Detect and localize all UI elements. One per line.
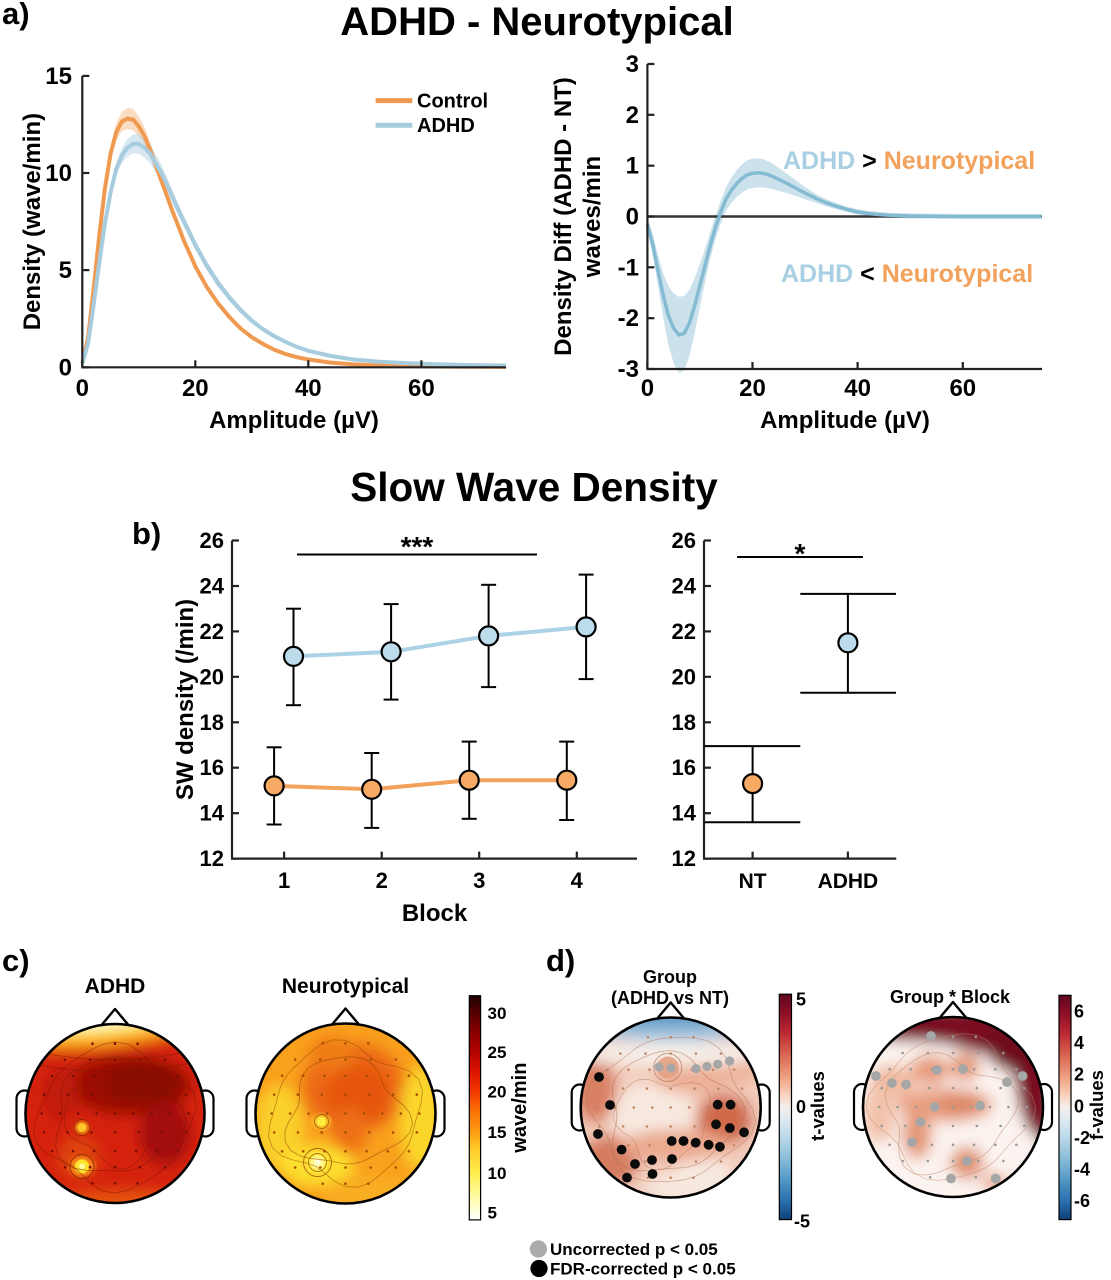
svg-text:*: * (795, 538, 806, 569)
svg-text:26: 26 (672, 528, 696, 553)
svg-text:6: 6 (1074, 1002, 1084, 1022)
svg-text:10: 10 (45, 160, 72, 187)
svg-text:12: 12 (200, 846, 224, 871)
svg-text:ADHD > Neurotypical: ADHD > Neurotypical (783, 147, 1035, 175)
svg-text:0: 0 (641, 375, 654, 402)
svg-text:waves/min: waves/min (579, 156, 606, 278)
svg-text:2: 2 (1074, 1065, 1084, 1085)
svg-text:t-values: t-values (807, 1071, 828, 1141)
svg-text:1: 1 (626, 153, 639, 180)
svg-text:Group * Block: Group * Block (890, 987, 1011, 1007)
svg-text:25: 25 (488, 1043, 507, 1062)
svg-text:15: 15 (488, 1123, 507, 1142)
svg-text:26: 26 (200, 528, 224, 553)
svg-text:-1: -1 (618, 254, 639, 281)
svg-text:0: 0 (626, 204, 639, 231)
svg-text:2: 2 (626, 102, 639, 129)
svg-text:18: 18 (672, 710, 696, 735)
svg-text:Block: Block (402, 900, 468, 927)
svg-text:-3: -3 (618, 356, 639, 383)
svg-text:-6: -6 (1074, 1191, 1090, 1211)
svg-text:a): a) (2, 0, 30, 31)
svg-text:0: 0 (1074, 1096, 1084, 1116)
svg-text:5: 5 (796, 989, 806, 1009)
svg-text:20: 20 (182, 375, 209, 402)
svg-text:0: 0 (76, 375, 89, 402)
svg-text:16: 16 (200, 755, 224, 780)
svg-text:5: 5 (59, 257, 72, 284)
svg-text:0: 0 (59, 354, 72, 381)
svg-text:40: 40 (844, 375, 871, 402)
svg-text:60: 60 (408, 375, 435, 402)
svg-text:0: 0 (796, 1097, 806, 1117)
svg-text:ADHD: ADHD (818, 870, 879, 893)
svg-text:15: 15 (45, 63, 72, 90)
svg-text:20: 20 (672, 664, 696, 689)
svg-text:3: 3 (626, 51, 639, 78)
svg-text:2: 2 (376, 868, 388, 893)
svg-text:***: *** (401, 531, 434, 562)
svg-text:ADHD: ADHD (85, 975, 146, 998)
svg-text:c): c) (2, 943, 30, 978)
svg-text:Slow Wave Density: Slow Wave Density (350, 464, 718, 510)
svg-text:60: 60 (949, 375, 976, 402)
svg-text:Amplitude (µV): Amplitude (µV) (760, 407, 930, 434)
svg-text:-5: -5 (794, 1212, 810, 1232)
svg-text:10: 10 (488, 1164, 507, 1183)
svg-text:-2: -2 (618, 305, 639, 332)
svg-text:(ADHD vs NT): (ADHD vs NT) (611, 988, 729, 1008)
svg-text:ADHD: ADHD (417, 115, 475, 137)
svg-text:20: 20 (488, 1083, 507, 1102)
svg-text:20: 20 (200, 664, 224, 689)
svg-text:16: 16 (672, 755, 696, 780)
svg-text:f-values: f-values (1086, 1070, 1107, 1140)
svg-text:Density (wave/min): Density (wave/min) (19, 113, 46, 330)
svg-text:d): d) (546, 943, 575, 978)
svg-text:24: 24 (672, 574, 697, 599)
svg-text:4: 4 (1074, 1033, 1084, 1053)
svg-text:20: 20 (739, 375, 766, 402)
svg-text:Amplitude (µV): Amplitude (µV) (209, 407, 379, 434)
svg-text:b): b) (132, 516, 161, 551)
svg-text:Neurotypical: Neurotypical (282, 975, 409, 998)
svg-text:Group: Group (643, 967, 697, 987)
svg-text:4: 4 (571, 868, 584, 893)
svg-text:14: 14 (672, 801, 697, 826)
svg-text:Uncorrected p < 0.05: Uncorrected p < 0.05 (550, 1240, 718, 1259)
svg-text:FDR-corrected p < 0.05: FDR-corrected p < 0.05 (550, 1260, 736, 1279)
svg-text:18: 18 (200, 710, 224, 735)
svg-text:-2: -2 (1074, 1128, 1090, 1148)
svg-text:-4: -4 (1074, 1160, 1090, 1180)
svg-text:24: 24 (200, 574, 225, 599)
svg-text:5: 5 (488, 1203, 497, 1222)
svg-text:SW density (/min): SW density (/min) (172, 599, 199, 800)
svg-text:12: 12 (672, 846, 696, 871)
svg-text:22: 22 (672, 619, 696, 644)
svg-text:ADHD - Neurotypical: ADHD - Neurotypical (340, 0, 733, 44)
svg-text:14: 14 (200, 801, 225, 826)
svg-text:1: 1 (278, 868, 290, 893)
svg-text:40: 40 (295, 375, 322, 402)
svg-text:wave/min: wave/min (509, 1063, 531, 1154)
svg-text:Density Diff (ADHD - NT): Density Diff (ADHD - NT) (550, 77, 577, 356)
svg-text:22: 22 (200, 619, 224, 644)
svg-text:NT: NT (739, 870, 767, 893)
svg-text:Control: Control (417, 91, 488, 113)
svg-text:3: 3 (473, 868, 485, 893)
svg-text:ADHD < Neurotypical: ADHD < Neurotypical (781, 260, 1033, 288)
svg-text:30: 30 (488, 1004, 507, 1023)
